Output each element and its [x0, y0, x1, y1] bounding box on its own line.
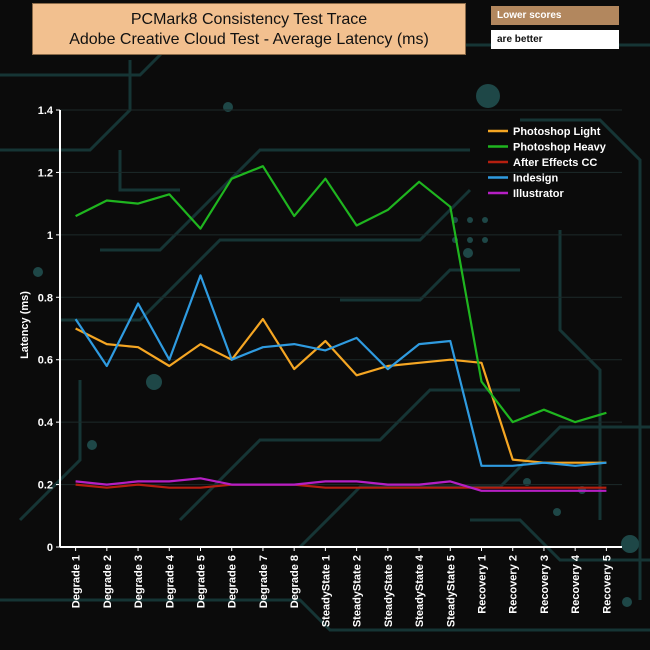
x-tick-label: SteadyState 2: [352, 555, 364, 627]
circuit-node: [523, 478, 531, 486]
x-tick-label: SteadyState 3: [383, 555, 395, 627]
chart-title-box: PCMark8 Consistency Test Trace Adobe Cre…: [32, 3, 466, 55]
x-tick-label: Degrade 8: [289, 555, 301, 608]
x-tick-label: Degrade 3: [133, 555, 145, 608]
x-tick-label: Degrade 2: [102, 555, 114, 608]
circuit-node: [467, 237, 473, 243]
circuit-trace: [18, 380, 82, 522]
circuit-trace: [0, 60, 132, 152]
x-tick-label: Degrade 4: [164, 554, 176, 608]
y-tick-label: 0.4: [38, 417, 54, 429]
circuit-node: [467, 217, 473, 223]
chart-title: PCMark8 Consistency Test Trace: [130, 11, 368, 28]
x-tick-label: Recovery 3: [539, 555, 551, 614]
circuit-trace: [520, 118, 642, 600]
y-tick-label: 0.6: [38, 355, 53, 367]
series-line-after-effects-cc: [75, 483, 607, 489]
x-tick-label: Recovery 5: [601, 555, 613, 614]
circuit-trace: [118, 150, 180, 192]
x-tick-label: Recovery 4: [570, 554, 582, 614]
circuit-node: [482, 237, 488, 243]
circuit-node: [146, 374, 162, 390]
note-are-better: are better: [491, 30, 619, 49]
circuit-node: [482, 217, 488, 223]
y-tick-label: 0.2: [38, 480, 53, 492]
series-line-indesign: [74, 274, 607, 467]
circuit-node: [476, 84, 500, 108]
y-tick-label: 0.8: [38, 292, 53, 304]
legend-label: After Effects CC: [513, 157, 597, 169]
note-lower-scores: Lower scores: [491, 6, 619, 25]
circuit-node: [622, 597, 632, 607]
chart-subtitle: Adobe Creative Cloud Test - Average Late…: [69, 31, 429, 48]
legend: Photoshop Light Photoshop Heavy After Eff…: [488, 126, 607, 200]
circuit-trace: [558, 230, 602, 520]
circuit-trace: [0, 598, 650, 632]
axes: [59, 110, 622, 548]
x-tick-labels: Degrade 1 Degrade 2 Degrade 3 Degrade 4 Degr…: [71, 547, 613, 627]
circuit-node: [463, 248, 473, 258]
circuit-node: [553, 508, 561, 516]
x-tick-label: SteadyState 5: [445, 555, 457, 627]
series-line-photoshop-heavy: [75, 165, 607, 424]
y-tick-labels: 0 0.2 0.4 0.6 0.8 1 1.2 1.4: [38, 105, 60, 554]
x-tick-label: SteadyState 1: [320, 555, 332, 627]
y-axis-label: Latency (ms): [19, 291, 31, 359]
x-tick-label: SteadyState 4: [414, 554, 426, 627]
legend-label: Photoshop Heavy: [513, 142, 607, 154]
circuit-node: [87, 440, 97, 450]
x-tick-label: Degrade 7: [258, 555, 270, 608]
series-lines: [74, 165, 607, 492]
x-tick-label: Degrade 6: [227, 555, 239, 608]
y-tick-label: 1.2: [38, 167, 53, 179]
series-line-photoshop-light: [75, 318, 607, 464]
circuit-node: [33, 267, 43, 277]
legend-label: Illustrator: [513, 188, 564, 200]
x-tick-label: Recovery 1: [477, 555, 489, 614]
legend-label: Photoshop Light: [513, 126, 601, 138]
circuit-node: [621, 535, 639, 553]
legend-label: Indesign: [513, 173, 559, 185]
circuit-trace: [470, 518, 650, 562]
circuit-trace: [60, 188, 472, 322]
gridlines: [60, 109, 622, 486]
x-tick-label: Degrade 5: [196, 555, 208, 608]
series-line-illustrator: [75, 477, 607, 492]
x-tick-label: Recovery 2: [508, 555, 520, 614]
x-tick-label: Degrade 1: [71, 555, 83, 608]
circuit-trace: [178, 388, 520, 522]
y-tick-label: 1: [47, 230, 53, 242]
circuit-trace: [340, 268, 520, 302]
y-tick-label: 0: [47, 542, 53, 554]
circuit-trace: [100, 148, 470, 252]
y-tick-label: 1.4: [38, 105, 54, 117]
